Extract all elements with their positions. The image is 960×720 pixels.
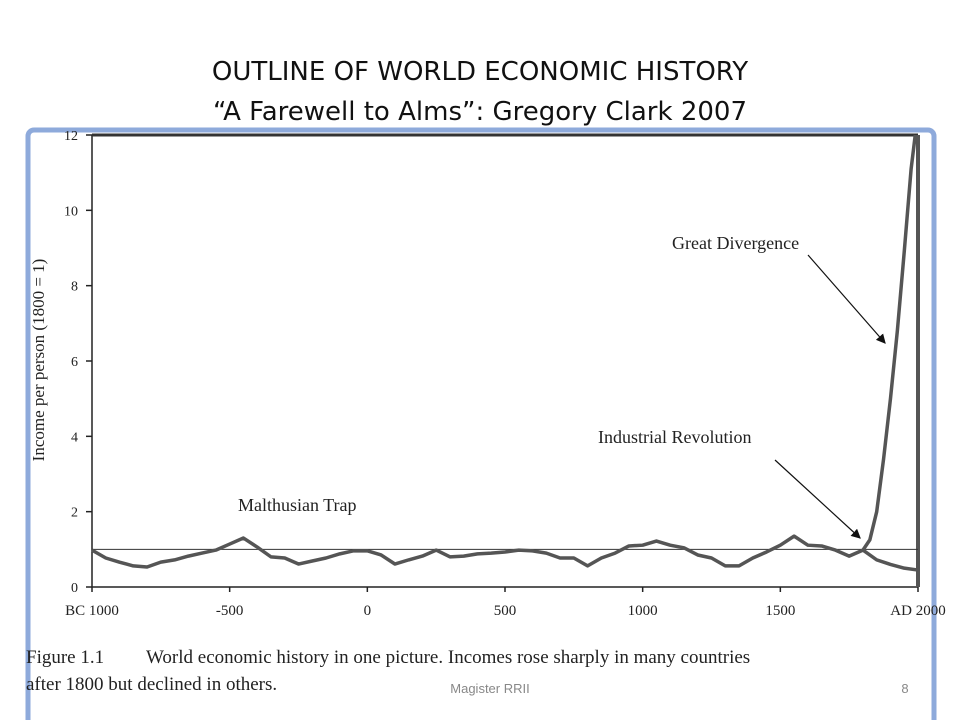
x-tick-label: -500	[216, 603, 244, 619]
annotation: Industrial Revolution	[598, 427, 751, 447]
y-tick-label: 4	[71, 430, 78, 445]
y-tick-label: 10	[64, 204, 78, 219]
x-tick-label: AD 2000	[890, 603, 945, 619]
arrow	[774, 459, 861, 539]
x-tick-label: BC 1000	[65, 603, 119, 619]
annotation: Malthusian Trap	[238, 495, 357, 515]
line	[91, 134, 917, 569]
y-axis-label: Income per person (1800 = 1)	[29, 259, 48, 462]
y-tick-label: 0	[71, 581, 78, 596]
y-tick-label: 2	[71, 506, 78, 521]
y-tick-label: 8	[71, 280, 78, 295]
page-number: 8	[901, 681, 908, 696]
caption: World economic history in one picture. I…	[146, 647, 750, 668]
frame	[25, 127, 937, 720]
line	[861, 548, 919, 572]
caption: after 1800 but declined in others.	[26, 674, 277, 695]
title: OUTLINE OF WORLD ECONOMIC HISTORY	[212, 57, 748, 87]
footer: Magister RRII	[450, 681, 529, 696]
caption-label: Figure 1.1	[26, 647, 104, 668]
x-tick-label: 500	[494, 603, 517, 619]
x-tick-label: 1500	[765, 603, 795, 619]
x-tick-label: 1000	[628, 603, 658, 619]
y-tick-label: 6	[71, 355, 78, 370]
arrow	[807, 254, 886, 344]
annotation: Great Divergence	[672, 233, 799, 253]
y-tick-label: 12	[64, 129, 78, 144]
title: “A Farewell to Alms”: Gregory Clark 2007	[213, 97, 747, 127]
x-tick-label: 0	[364, 603, 372, 619]
